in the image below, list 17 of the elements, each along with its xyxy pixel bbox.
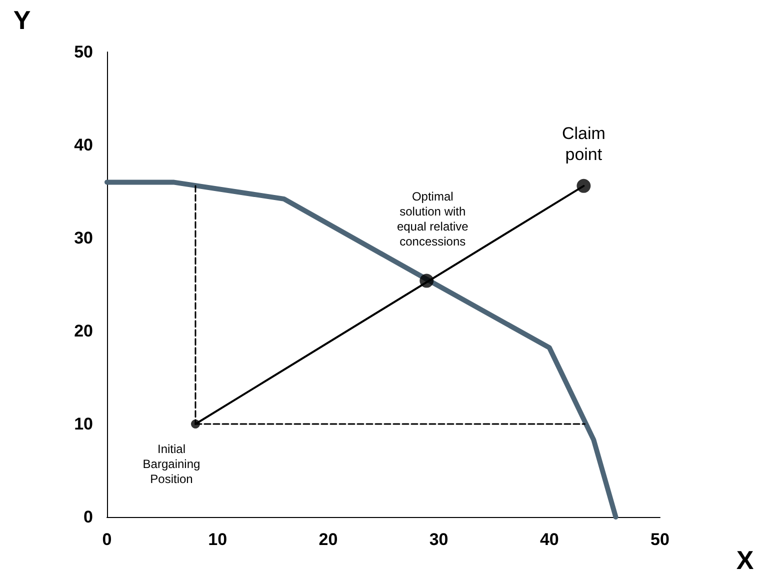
- x-tick-label: 10: [208, 530, 228, 549]
- y-tick-label: 30: [74, 228, 93, 248]
- annotation: Optimal solution with equal relative concessions: [396, 189, 469, 248]
- y-tick-label: 20: [74, 322, 93, 340]
- x-tick-label: 40: [540, 530, 559, 549]
- y-axis-title: Y: [13, 5, 31, 35]
- y-tick-label: 10: [74, 414, 93, 434]
- x-tick-label: 0: [102, 530, 112, 549]
- y-tick-label: 40: [74, 136, 93, 154]
- annotation: Initial Bargaining Position: [142, 442, 200, 486]
- annotation: Claim point: [562, 124, 606, 164]
- x-axis-title: X: [736, 545, 754, 575]
- y-tick-label: 50: [74, 42, 93, 62]
- x-tick-label: 30: [429, 530, 448, 549]
- x-tick-label: 20: [318, 530, 338, 549]
- y-tick-label: 0: [84, 508, 93, 526]
- x-tick-label: 50: [650, 530, 670, 549]
